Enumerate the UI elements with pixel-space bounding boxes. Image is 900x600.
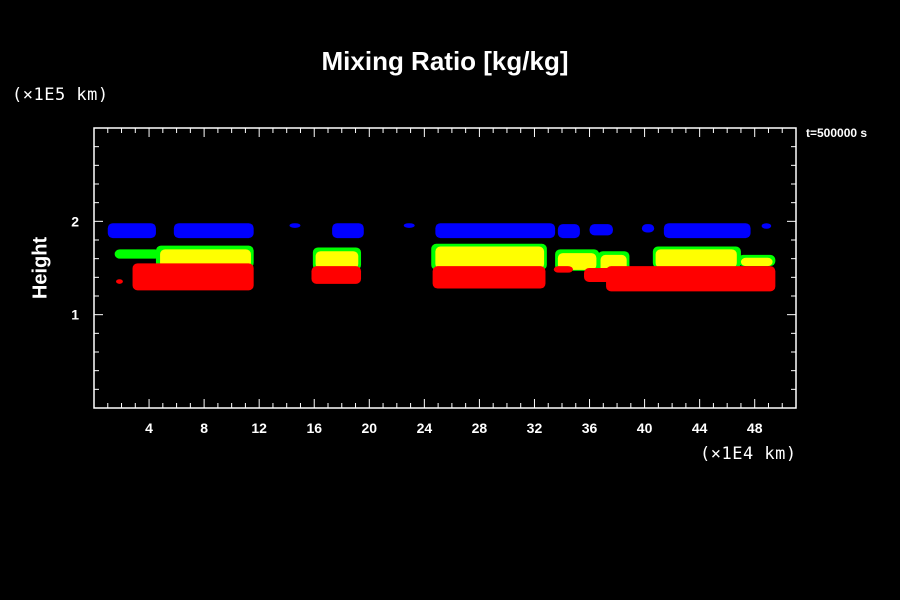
blue-region — [289, 223, 301, 228]
x-tick-label: 24 — [417, 420, 433, 436]
y-tick-label: 1 — [71, 307, 79, 323]
blue-region — [589, 224, 613, 236]
axis-ticks — [94, 128, 796, 408]
green-region — [114, 249, 161, 259]
x-tick-label: 44 — [692, 420, 708, 436]
x-tick-label: 16 — [306, 420, 322, 436]
y-tick-label: 2 — [71, 213, 79, 229]
red-region — [311, 266, 362, 284]
yellow-region — [557, 253, 597, 270]
blue-region — [663, 223, 751, 239]
blue-region — [173, 223, 254, 239]
blue-region — [403, 223, 415, 228]
x-tick-label: 28 — [472, 420, 488, 436]
x-tick-label: 12 — [251, 420, 267, 436]
red-region — [432, 266, 546, 289]
red-region — [132, 263, 254, 291]
x-tick-label: 4 — [145, 420, 153, 436]
blue-region — [435, 223, 556, 239]
blue-region — [557, 224, 580, 239]
yellow-region — [740, 257, 773, 267]
yellow-region — [435, 246, 545, 269]
x-tick-label: 36 — [582, 420, 598, 436]
x-tick-label: 8 — [200, 420, 208, 436]
field-regions — [107, 223, 776, 292]
x-tick-label: 48 — [747, 420, 763, 436]
x-tick-label: 32 — [527, 420, 543, 436]
chart-title: Mixing Ratio [kg/kg] — [321, 46, 569, 76]
blue-region — [761, 223, 772, 229]
yellow-region — [315, 251, 359, 269]
x-tick-label: 20 — [362, 420, 378, 436]
red-region — [606, 266, 776, 292]
x-tick-label: 40 — [637, 420, 653, 436]
blue-region — [641, 224, 655, 233]
yellow-region — [655, 249, 737, 268]
blue-region — [107, 223, 156, 239]
red-region — [553, 266, 574, 273]
blue-region — [332, 223, 364, 239]
red-region — [116, 279, 123, 284]
y-axis-unit: (×1E5 km) — [12, 85, 109, 105]
time-annotation: t=500000 s — [806, 126, 868, 140]
x-axis-unit: (×1E4 km) — [700, 444, 797, 464]
plot-frame — [93, 127, 797, 409]
